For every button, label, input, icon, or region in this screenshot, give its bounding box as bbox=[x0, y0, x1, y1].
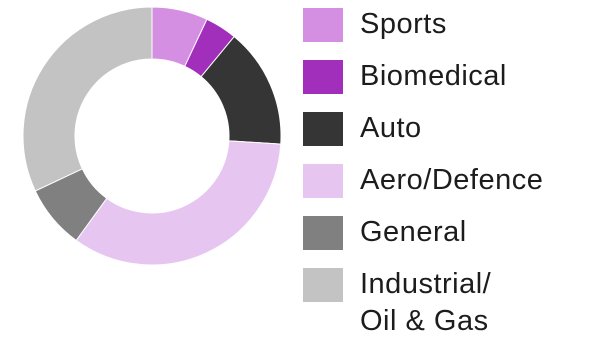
legend-label-general: General bbox=[360, 216, 467, 248]
donut-chart bbox=[22, 6, 282, 266]
donut-slice-industrial-oil-gas bbox=[22, 6, 153, 192]
legend-item-sports: Sports bbox=[303, 6, 543, 58]
legend-swatch-sports bbox=[303, 8, 343, 42]
legend-swatch-biomedical bbox=[303, 60, 343, 94]
legend: Sports Biomedical Auto Aero/Defence Gene… bbox=[303, 6, 543, 340]
legend-item-general: General bbox=[303, 214, 543, 266]
legend-label-auto: Auto bbox=[360, 112, 422, 144]
legend-label-aero-defence: Aero/Defence bbox=[360, 164, 544, 196]
legend-label-industrial-oil-gas: Industrial/ Oil & Gas bbox=[360, 268, 492, 337]
legend-swatch-general bbox=[303, 216, 343, 250]
legend-label-biomedical: Biomedical bbox=[360, 60, 507, 92]
legend-item-auto: Auto bbox=[303, 110, 543, 162]
legend-swatch-auto bbox=[303, 112, 343, 146]
legend-swatch-aero-defence bbox=[303, 164, 343, 198]
legend-item-biomedical: Biomedical bbox=[303, 58, 543, 110]
legend-label-sports: Sports bbox=[360, 8, 447, 40]
legend-item-aero-defence: Aero/Defence bbox=[303, 162, 543, 214]
legend-swatch-industrial-oil-gas bbox=[303, 268, 343, 302]
legend-item-industrial-oil-gas: Industrial/ Oil & Gas bbox=[303, 266, 543, 340]
donut-slice-aero-defence bbox=[75, 140, 282, 266]
